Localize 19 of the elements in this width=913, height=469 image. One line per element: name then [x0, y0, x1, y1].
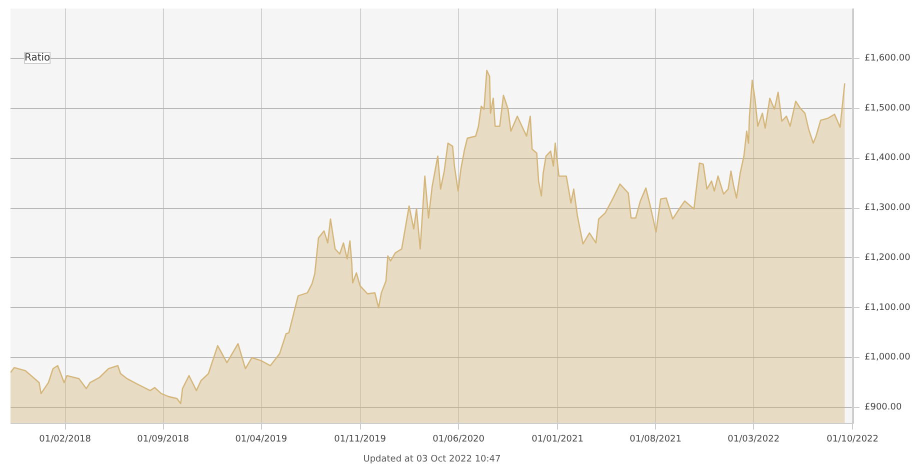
x-tick-label: 01/04/2019: [235, 434, 288, 444]
x-tick-label: 01/09/2018: [137, 434, 190, 444]
y-tick-label: £1,300.00: [864, 203, 911, 214]
x-tick-label: 01/01/2021: [532, 434, 584, 444]
y-tick-label: £1,000.00: [864, 352, 911, 363]
y-tick-label: £1,100.00: [864, 302, 911, 313]
text: Updated at 03 Oct 2022 10:47: [363, 454, 501, 464]
y-tick-label: £1,600.00: [864, 53, 911, 64]
y-tick-label: £900.00: [864, 402, 902, 413]
y-tick-label: £1,500.00: [864, 103, 911, 114]
x-tick-label: 01/10/2022: [826, 434, 879, 444]
x-tick-label: 01/03/2022: [728, 434, 780, 444]
y-tick-label: £1,400.00: [864, 153, 911, 164]
annotation: Ratio: [24, 52, 50, 64]
x-tick-label: 01/08/2021: [630, 434, 682, 444]
y-tick-label: £1,200.00: [864, 252, 911, 263]
x-tick-label: 01/02/2018: [39, 434, 92, 444]
x-tick-label: 01/11/2019: [334, 434, 386, 444]
x-tick-label: 01/06/2020: [432, 434, 485, 444]
